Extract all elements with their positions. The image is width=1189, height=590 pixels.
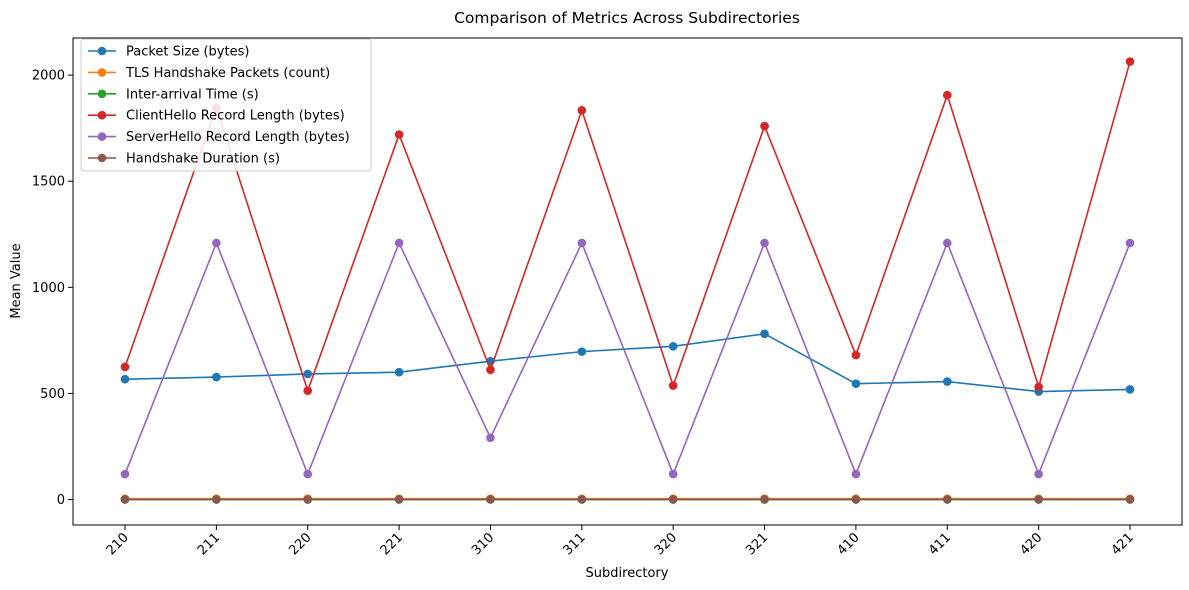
x-axis-ticks: 210 211 220 221 310 311 320 321 410 411 420 421 bbox=[104, 525, 1137, 558]
data-point bbox=[303, 495, 313, 504]
data-point bbox=[668, 469, 678, 479]
data-point bbox=[851, 495, 861, 504]
x-tick-label: 210 bbox=[104, 530, 132, 558]
data-point bbox=[212, 372, 221, 382]
data-point bbox=[120, 374, 130, 384]
legend-frame bbox=[80, 38, 372, 172]
data-point bbox=[1034, 495, 1043, 504]
legend-marker bbox=[97, 46, 107, 56]
y-tick-label: 2000 bbox=[32, 69, 65, 84]
data-point bbox=[1125, 385, 1135, 394]
data-point bbox=[486, 365, 495, 375]
data-point bbox=[942, 495, 952, 504]
data-point bbox=[577, 495, 587, 504]
y-tick-label: 1500 bbox=[32, 175, 65, 190]
data-point bbox=[668, 495, 678, 504]
data-point bbox=[577, 347, 587, 356]
data-point bbox=[851, 469, 861, 479]
legend-item: Packet Size (bytes) bbox=[88, 45, 249, 60]
data-point bbox=[668, 342, 678, 351]
data-point bbox=[120, 469, 130, 479]
data-point bbox=[120, 495, 130, 504]
data-point bbox=[760, 329, 769, 339]
x-tick-label: 221 bbox=[378, 530, 406, 558]
data-point bbox=[394, 130, 404, 139]
data-point bbox=[394, 238, 404, 248]
legend-label: Inter-arrival Time (s) bbox=[126, 87, 259, 102]
data-point bbox=[1125, 495, 1135, 504]
data-point bbox=[577, 106, 587, 115]
x-tick-label: 311 bbox=[560, 530, 588, 558]
data-point bbox=[577, 238, 587, 248]
legend-label: ServerHello Record Length (bytes) bbox=[126, 130, 350, 145]
data-point bbox=[486, 433, 495, 443]
series-packet-size-bytes bbox=[120, 329, 1135, 396]
x-tick-label: 411 bbox=[926, 530, 954, 558]
data-point bbox=[394, 495, 404, 504]
data-point bbox=[760, 238, 769, 248]
plot-area-frame bbox=[72, 37, 1183, 526]
legend-label: ClientHello Record Length (bytes) bbox=[126, 109, 345, 124]
legend-item: ServerHello Record Length (bytes) bbox=[88, 130, 350, 145]
x-tick-label: 421 bbox=[1109, 530, 1137, 558]
data-point bbox=[942, 238, 952, 248]
data-point bbox=[942, 377, 952, 386]
data-point bbox=[303, 369, 313, 379]
data-point bbox=[760, 495, 769, 504]
x-tick-label: 410 bbox=[835, 530, 863, 558]
y-tick-label: 0 bbox=[57, 493, 65, 508]
legend-item: Handshake Duration (s) bbox=[88, 152, 280, 167]
legend-item: TLS Handshake Packets (count) bbox=[88, 66, 330, 81]
legend-label: Handshake Duration (s) bbox=[126, 152, 280, 167]
series-clienthello-record-length-bytes bbox=[120, 57, 1135, 395]
series-line bbox=[124, 242, 1131, 475]
data-point bbox=[851, 350, 861, 360]
data-point bbox=[942, 90, 952, 100]
y-axis-ticks: 0 500 1000 1500 2000 bbox=[32, 69, 73, 508]
data-point bbox=[120, 362, 130, 372]
x-tick-label: 310 bbox=[469, 530, 497, 558]
data-point bbox=[303, 469, 313, 479]
series-layer bbox=[120, 57, 1135, 504]
y-tick-label: 500 bbox=[40, 387, 65, 402]
data-point bbox=[486, 495, 495, 504]
series-handshake-duration-s bbox=[120, 495, 1135, 504]
chart-title: Comparison of Metrics Across Subdirector… bbox=[454, 9, 800, 27]
data-point bbox=[1034, 469, 1043, 479]
legend-item: Inter-arrival Time (s) bbox=[88, 87, 259, 102]
x-axis-label: Subdirectory bbox=[586, 566, 669, 581]
series-line bbox=[124, 333, 1131, 393]
data-point bbox=[668, 381, 678, 390]
x-tick-label: 320 bbox=[652, 530, 680, 558]
legend-marker bbox=[97, 153, 107, 163]
legend-item: ClientHello Record Length (bytes) bbox=[88, 109, 345, 124]
data-point bbox=[1034, 382, 1043, 392]
x-tick-label: 321 bbox=[743, 530, 771, 558]
data-point bbox=[851, 379, 861, 388]
data-point bbox=[212, 495, 221, 504]
x-tick-label: 211 bbox=[195, 530, 223, 558]
legend-marker bbox=[97, 110, 107, 120]
series-line bbox=[124, 61, 1131, 392]
y-tick-label: 1000 bbox=[32, 281, 65, 296]
legend-marker bbox=[97, 68, 107, 77]
data-point bbox=[1125, 238, 1135, 248]
legend-marker bbox=[97, 132, 107, 141]
y-axis-label: Mean Value bbox=[9, 243, 24, 318]
data-point bbox=[212, 238, 221, 248]
legend: Packet Size (bytes) TLS Handshake Packets… bbox=[80, 38, 372, 172]
legend-label: Packet Size (bytes) bbox=[126, 45, 249, 60]
legend-label: TLS Handshake Packets (count) bbox=[125, 66, 330, 81]
data-point bbox=[394, 367, 404, 377]
x-tick-label: 420 bbox=[1017, 530, 1045, 558]
x-tick-label: 220 bbox=[286, 530, 314, 558]
data-point bbox=[303, 386, 313, 395]
legend-marker bbox=[97, 89, 107, 99]
data-point bbox=[1125, 57, 1135, 66]
series-serverhello-record-length-bytes bbox=[120, 238, 1135, 479]
data-point bbox=[760, 121, 769, 131]
